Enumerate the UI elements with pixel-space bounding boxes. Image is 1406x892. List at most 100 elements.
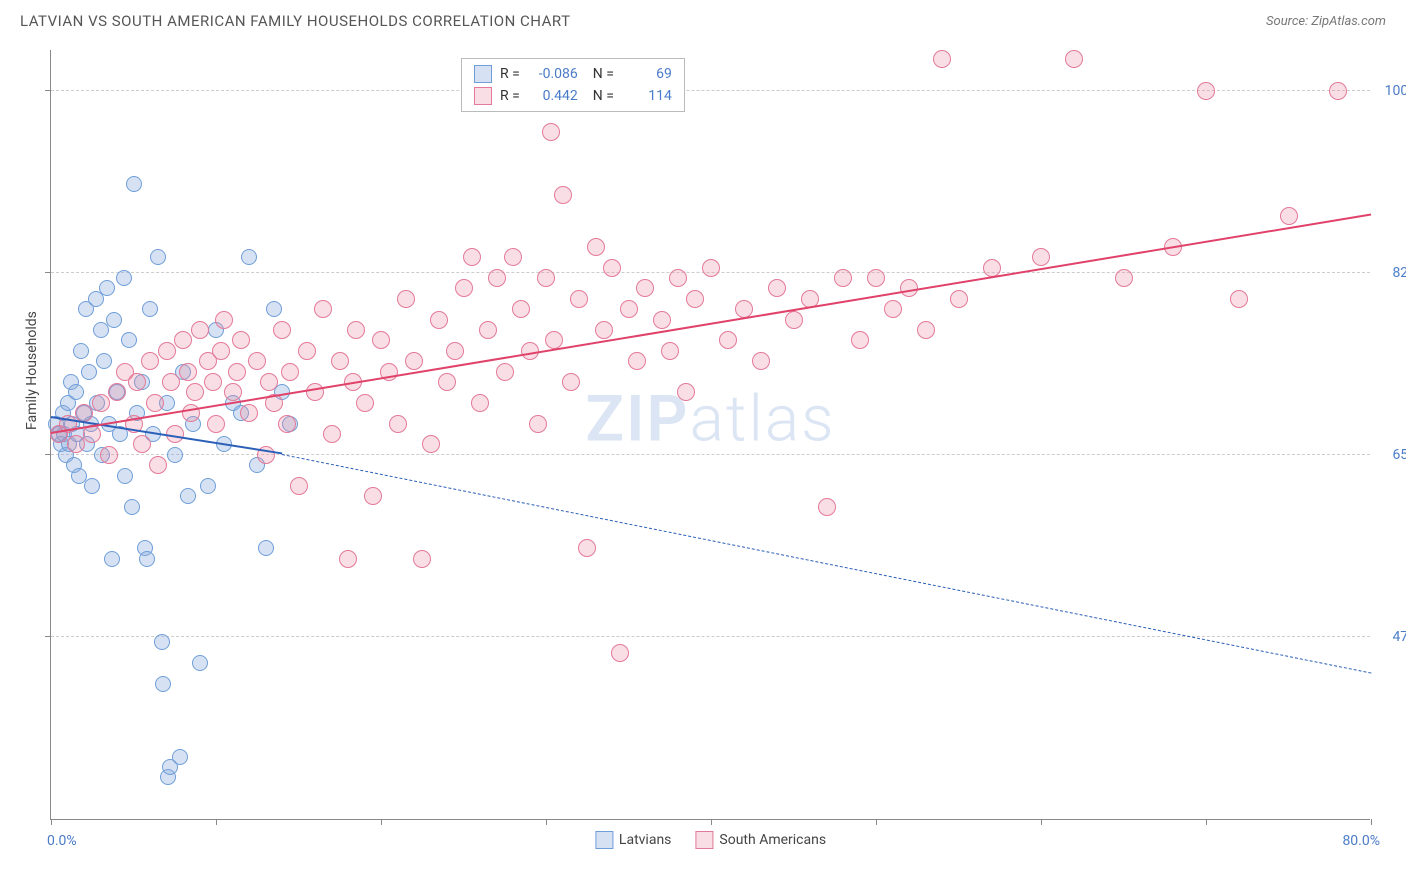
stat-r-value: -0.086 — [528, 66, 578, 82]
scatter-point-latvians — [180, 488, 196, 504]
scatter-point-latvians — [126, 176, 142, 192]
scatter-point-south-americans — [356, 394, 374, 412]
scatter-point-south-americans — [331, 352, 349, 370]
scatter-point-south-americans — [595, 321, 613, 339]
scatter-point-south-americans — [1115, 269, 1133, 287]
stat-label: N = — [586, 88, 614, 104]
scatter-point-south-americans — [867, 269, 885, 287]
scatter-point-south-americans — [339, 550, 357, 568]
scatter-point-south-americans — [430, 311, 448, 329]
chart-plot-area: ZIPatlas R = -0.086 N = 69 R = 0.442 N =… — [50, 50, 1370, 820]
scatter-point-south-americans — [884, 300, 902, 318]
chart-title: LATVIAN VS SOUTH AMERICAN FAMILY HOUSEHO… — [20, 12, 571, 30]
scatter-point-south-americans — [162, 373, 180, 391]
trend-line — [51, 214, 1371, 434]
scatter-point-south-americans — [212, 342, 230, 360]
scatter-point-south-americans — [1197, 82, 1215, 100]
y-tick-label: 100.0% — [1385, 83, 1406, 99]
stat-label: N = — [586, 66, 614, 82]
scatter-point-south-americans — [488, 269, 506, 287]
scatter-point-latvians — [154, 634, 170, 650]
scatter-point-south-americans — [628, 352, 646, 370]
scatter-point-south-americans — [496, 363, 514, 381]
x-axis-start-label: 0.0% — [47, 833, 77, 849]
scatter-point-south-americans — [260, 373, 278, 391]
scatter-point-south-americans — [248, 352, 266, 370]
x-tick — [546, 819, 547, 825]
scatter-point-south-americans — [290, 477, 308, 495]
scatter-point-south-americans — [422, 435, 440, 453]
y-tick — [45, 454, 51, 455]
scatter-point-south-americans — [240, 404, 258, 422]
stat-r-value: 0.442 — [528, 88, 578, 104]
x-tick — [1206, 819, 1207, 825]
stat-n-value: 69 — [622, 66, 672, 82]
scatter-point-south-americans — [273, 321, 291, 339]
scatter-point-south-americans — [504, 248, 522, 266]
scatter-point-south-americans — [92, 394, 110, 412]
scatter-point-latvians — [73, 343, 89, 359]
scatter-point-south-americans — [661, 342, 679, 360]
legend-label: South Americans — [719, 832, 826, 848]
scatter-point-south-americans — [179, 363, 197, 381]
scatter-point-south-americans — [128, 373, 146, 391]
scatter-point-south-americans — [471, 394, 489, 412]
scatter-point-latvians — [124, 499, 140, 515]
scatter-point-latvians — [142, 301, 158, 317]
scatter-point-south-americans — [397, 290, 415, 308]
scatter-point-south-americans — [702, 259, 720, 277]
swatch-south-americans — [695, 831, 713, 849]
swatch-latvians — [595, 831, 613, 849]
scatter-point-latvians — [93, 322, 109, 338]
scatter-point-south-americans — [174, 331, 192, 349]
scatter-point-south-americans — [562, 373, 580, 391]
scatter-point-south-americans — [314, 300, 332, 318]
scatter-point-south-americans — [1230, 290, 1248, 308]
scatter-point-south-americans — [512, 300, 530, 318]
scatter-point-south-americans — [529, 415, 547, 433]
scatter-point-south-americans — [818, 498, 836, 516]
scatter-point-latvians — [155, 676, 171, 692]
scatter-point-south-americans — [141, 352, 159, 370]
scatter-point-south-americans — [669, 269, 687, 287]
scatter-point-latvians — [84, 478, 100, 494]
scatter-point-south-americans — [323, 425, 341, 443]
scatter-point-south-americans — [554, 186, 572, 204]
stat-label: R = — [500, 66, 520, 82]
scatter-point-latvians — [200, 478, 216, 494]
scatter-point-south-americans — [67, 435, 85, 453]
scatter-point-south-americans — [611, 644, 629, 662]
scatter-point-south-americans — [146, 394, 164, 412]
x-axis-end-label: 80.0% — [1342, 833, 1380, 849]
scatter-point-south-americans — [158, 342, 176, 360]
scatter-point-south-americans — [207, 415, 225, 433]
scatter-point-south-americans — [603, 259, 621, 277]
scatter-point-south-americans — [542, 123, 560, 141]
scatter-point-latvians — [172, 749, 188, 765]
scatter-point-south-americans — [446, 342, 464, 360]
scatter-point-south-americans — [215, 311, 233, 329]
y-tick-label: 47.5% — [1392, 629, 1406, 645]
swatch-latvians — [474, 65, 492, 83]
scatter-point-south-americans — [933, 50, 951, 68]
y-tick — [45, 272, 51, 273]
stat-n-value: 114 — [622, 88, 672, 104]
scatter-point-south-americans — [677, 383, 695, 401]
scatter-point-latvians — [192, 655, 208, 671]
scatter-point-south-americans — [983, 259, 1001, 277]
watermark: ZIPatlas — [585, 382, 835, 457]
scatter-point-south-americans — [834, 269, 852, 287]
scatter-point-south-americans — [347, 321, 365, 339]
scatter-point-south-americans — [455, 279, 473, 297]
scatter-point-south-americans — [851, 331, 869, 349]
scatter-point-south-americans — [570, 290, 588, 308]
scatter-point-south-americans — [479, 321, 497, 339]
scatter-point-south-americans — [389, 415, 407, 433]
scatter-point-south-americans — [298, 342, 316, 360]
swatch-south-americans — [474, 87, 492, 105]
y-tick — [45, 636, 51, 637]
y-tick — [45, 90, 51, 91]
scatter-point-south-americans — [108, 383, 126, 401]
y-tick-label: 65.0% — [1392, 447, 1406, 463]
scatter-point-south-americans — [133, 435, 151, 453]
